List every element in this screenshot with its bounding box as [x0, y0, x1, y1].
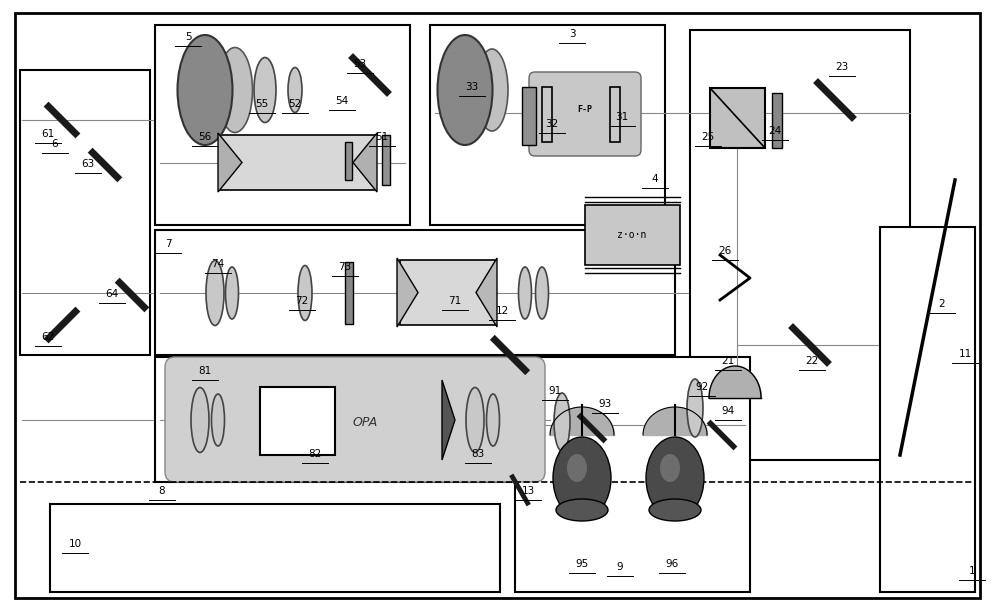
Ellipse shape — [476, 49, 508, 131]
Bar — [155, 25, 410, 225]
Text: 71: 71 — [448, 296, 462, 306]
Bar — [220, 135, 375, 190]
Text: 94: 94 — [721, 406, 735, 416]
Ellipse shape — [298, 265, 312, 320]
FancyBboxPatch shape — [165, 357, 545, 482]
Bar — [430, 25, 665, 225]
Text: 7: 7 — [165, 239, 171, 249]
Ellipse shape — [486, 394, 500, 446]
Text: 6: 6 — [52, 139, 58, 149]
Text: 5: 5 — [185, 32, 191, 42]
Ellipse shape — [687, 379, 703, 437]
Text: 93: 93 — [598, 399, 612, 409]
Bar — [610, 87, 620, 142]
Bar — [50, 504, 500, 592]
Bar — [382, 135, 390, 185]
Text: 95: 95 — [575, 559, 589, 569]
Bar — [515, 357, 750, 592]
Polygon shape — [397, 258, 418, 327]
Text: 52: 52 — [288, 99, 302, 109]
Ellipse shape — [288, 68, 302, 112]
Ellipse shape — [466, 387, 484, 453]
Bar — [345, 262, 353, 324]
Ellipse shape — [177, 35, 232, 145]
Text: 62: 62 — [41, 332, 55, 342]
Bar — [400, 260, 495, 325]
Text: 23: 23 — [835, 62, 849, 72]
Text: 96: 96 — [665, 559, 679, 569]
Text: 11: 11 — [958, 349, 972, 359]
Text: 74: 74 — [211, 259, 225, 269]
Text: 61: 61 — [41, 129, 55, 139]
Bar — [20, 70, 150, 355]
Text: 53: 53 — [353, 59, 367, 69]
Bar — [155, 230, 675, 355]
Ellipse shape — [218, 48, 252, 132]
Text: 73: 73 — [338, 262, 352, 272]
Text: 72: 72 — [295, 296, 309, 306]
Bar — [710, 88, 765, 148]
Ellipse shape — [225, 267, 239, 319]
Polygon shape — [442, 380, 455, 460]
Text: 82: 82 — [308, 449, 322, 459]
Text: 91: 91 — [548, 386, 562, 396]
Ellipse shape — [536, 267, 548, 319]
Text: 9: 9 — [617, 562, 623, 572]
Text: 25: 25 — [701, 132, 715, 142]
Text: 13: 13 — [521, 486, 535, 496]
Text: 21: 21 — [721, 356, 735, 366]
Text: 56: 56 — [198, 132, 212, 142]
Text: 63: 63 — [81, 159, 95, 169]
Text: 81: 81 — [198, 366, 212, 376]
Polygon shape — [218, 133, 242, 192]
Bar — [585, 205, 680, 265]
Bar — [260, 387, 335, 455]
Text: 1: 1 — [969, 566, 975, 576]
Ellipse shape — [254, 57, 276, 123]
Polygon shape — [476, 258, 497, 327]
Text: 64: 64 — [105, 289, 119, 299]
Text: 33: 33 — [465, 82, 479, 92]
Ellipse shape — [212, 394, 225, 446]
Text: 51: 51 — [375, 132, 389, 142]
Text: 83: 83 — [471, 449, 485, 459]
Ellipse shape — [556, 499, 608, 521]
Text: F-P: F-P — [578, 106, 592, 115]
Text: 22: 22 — [805, 356, 819, 366]
Text: 10: 10 — [68, 539, 82, 549]
Text: 4: 4 — [652, 174, 658, 184]
Polygon shape — [353, 133, 377, 192]
Text: 54: 54 — [335, 96, 349, 106]
Text: 8: 8 — [159, 486, 165, 496]
Text: 31: 31 — [615, 112, 629, 122]
Text: z·o·n: z·o·n — [617, 230, 647, 240]
Text: 2: 2 — [939, 299, 945, 309]
Bar — [772, 93, 782, 148]
Ellipse shape — [554, 393, 570, 451]
Ellipse shape — [660, 454, 680, 482]
Text: OPA: OPA — [352, 415, 378, 428]
Text: 24: 24 — [768, 126, 782, 136]
Bar — [542, 87, 552, 142]
Ellipse shape — [567, 454, 587, 482]
Bar — [522, 87, 536, 145]
Ellipse shape — [518, 267, 532, 319]
Bar — [345, 142, 352, 180]
Bar — [155, 357, 555, 482]
Ellipse shape — [646, 437, 704, 519]
Text: 32: 32 — [545, 119, 559, 129]
FancyBboxPatch shape — [529, 72, 641, 156]
Text: 92: 92 — [695, 382, 709, 392]
Text: 55: 55 — [255, 99, 269, 109]
Ellipse shape — [206, 260, 224, 326]
Text: 12: 12 — [495, 306, 509, 316]
Ellipse shape — [649, 499, 701, 521]
Bar — [690, 30, 910, 460]
Bar — [880, 227, 975, 592]
Text: 26: 26 — [718, 246, 732, 256]
Ellipse shape — [553, 437, 611, 519]
Ellipse shape — [191, 387, 209, 453]
Ellipse shape — [438, 35, 493, 145]
Text: 3: 3 — [569, 29, 575, 39]
